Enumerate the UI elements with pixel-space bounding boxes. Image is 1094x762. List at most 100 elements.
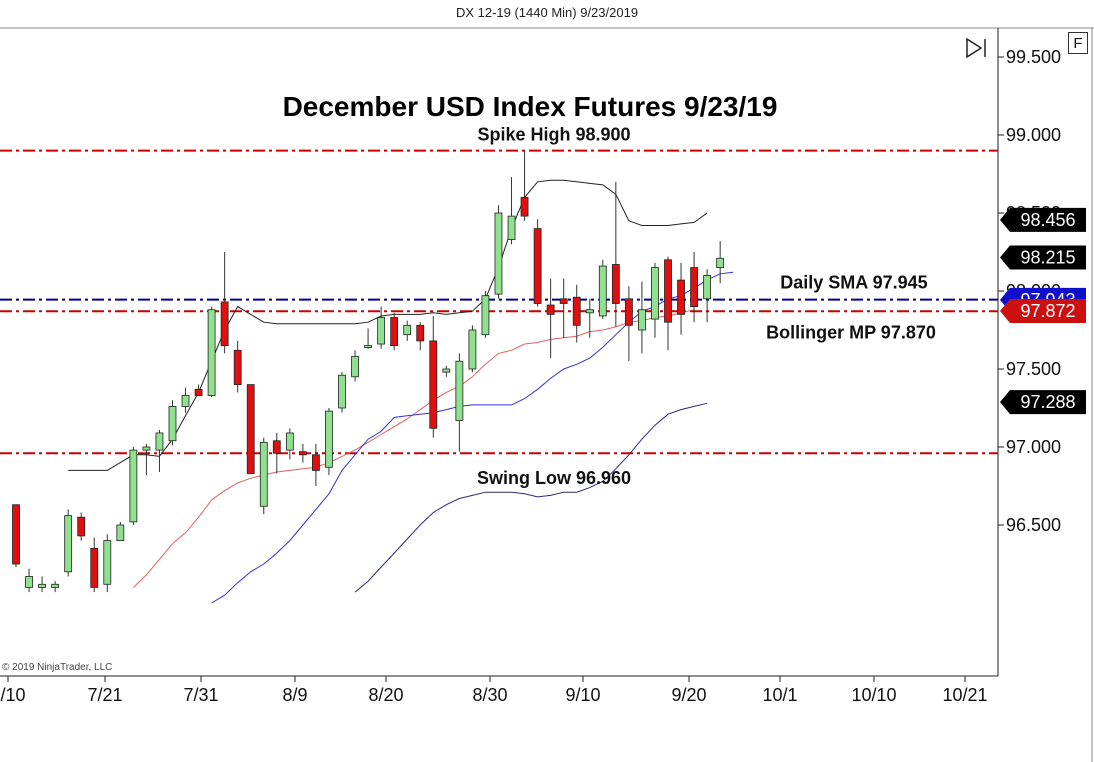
- candle: [442, 365, 451, 377]
- candle: [338, 372, 346, 413]
- x-tick-label: 10/1: [762, 685, 797, 705]
- y-tick-label: 97.500: [1006, 359, 1061, 379]
- bull-candle-body: [455, 360, 464, 421]
- bull-candle-body: [651, 267, 659, 320]
- copyright-label: © 2019 NinjaTrader, LLC: [2, 662, 112, 673]
- y-tick-label: 99.500: [1006, 47, 1061, 67]
- y-tick-label: 97.000: [1006, 437, 1061, 457]
- price-tag-label: 97.872: [1020, 301, 1075, 321]
- candle: [638, 281, 646, 354]
- bear-candle-body: [677, 279, 685, 315]
- candle: [38, 576, 46, 593]
- bear-candle-body: [220, 301, 229, 347]
- annotation-label: Spike High 98.900: [477, 125, 630, 145]
- bull-candle-body: [585, 309, 594, 314]
- lower-bollinger-band: [354, 402, 708, 593]
- bull-candle-body: [507, 215, 516, 240]
- candle: [546, 278, 555, 359]
- bear-candle-body: [690, 267, 698, 308]
- candle: [25, 568, 33, 593]
- scroll-to-end-icon[interactable]: [966, 37, 986, 59]
- candle: [246, 384, 255, 474]
- chart-title: December USD Index Futures 9/23/19: [283, 91, 778, 122]
- upper-bollinger-band: [68, 179, 708, 471]
- bull-candle-body: [338, 374, 346, 409]
- bull-candle-body: [142, 446, 151, 451]
- bear-candle-body: [90, 548, 99, 588]
- bear-candle-body: [416, 324, 425, 342]
- candle: [533, 219, 542, 307]
- bull-candle-body: [207, 309, 216, 396]
- bull-candle-body: [285, 432, 294, 451]
- bull-candle-body: [64, 515, 73, 573]
- bear-candle-body: [520, 196, 529, 217]
- candle: [77, 512, 86, 541]
- x-tick-label: 9/20: [671, 685, 706, 705]
- bear-candle-body: [390, 317, 399, 346]
- bull-candle-body: [716, 257, 725, 268]
- candle: [690, 252, 698, 323]
- indicator-lines: [68, 179, 734, 604]
- candle: [624, 286, 633, 362]
- x-tick-label: 7/21: [87, 685, 122, 705]
- candle: [155, 429, 164, 472]
- candle: [181, 387, 190, 413]
- bear-candle-body: [272, 440, 281, 454]
- bull-candle-body: [103, 540, 112, 585]
- bull-candle-body: [494, 212, 503, 295]
- price-tag-label: 98.456: [1020, 210, 1075, 230]
- bull-candle-body: [403, 324, 412, 336]
- candle: [559, 278, 568, 338]
- candle: [207, 306, 216, 398]
- bull-candle-body: [116, 524, 125, 541]
- candle: [468, 325, 477, 373]
- price-tag-label: 98.215: [1020, 247, 1075, 267]
- candle: [651, 262, 659, 338]
- candle: [64, 509, 73, 577]
- bear-candle-body: [12, 504, 20, 565]
- f-button[interactable]: F: [1068, 32, 1088, 54]
- window-title: DX 12-19 (1440 Min) 9/23/2019: [455, 5, 639, 20]
- bull-candle-body: [377, 317, 386, 345]
- candle: [194, 384, 203, 396]
- bull-candle-body: [168, 406, 177, 442]
- candle: [429, 315, 438, 438]
- candle: [507, 177, 516, 245]
- candle: [351, 350, 359, 382]
- price-tag-shape: [1000, 390, 1086, 415]
- bear-candle-body: [572, 296, 581, 326]
- bull-candle-body: [442, 368, 451, 373]
- bull-candle-body: [598, 265, 607, 317]
- chart-text: December USD Index Futures 9/23/19 © 201…: [2, 91, 936, 673]
- annotation-label: Daily SMA 97.945: [780, 273, 927, 293]
- y-tick-label: 96.500: [1006, 515, 1061, 535]
- candle: [272, 432, 281, 474]
- bear-candle-body: [611, 264, 620, 304]
- candle: [233, 340, 242, 393]
- bull-candle-body: [181, 395, 190, 407]
- bull-candle-body: [51, 583, 60, 588]
- candle: [129, 447, 138, 525]
- price-tag: 98.456: [1000, 207, 1086, 232]
- candle: [51, 581, 60, 593]
- candle: [494, 205, 503, 299]
- annotation-label: Swing Low 96.960: [477, 468, 631, 488]
- x-tick-label: 8/20: [368, 685, 403, 705]
- candle: [481, 291, 490, 338]
- candle: [598, 259, 607, 320]
- bull-candle-body: [129, 449, 138, 523]
- candle: [520, 150, 529, 221]
- bear-candle-body: [246, 384, 255, 474]
- x-tick-label: 9/10: [565, 685, 600, 705]
- bear-candle-body: [533, 228, 542, 304]
- candle: [364, 328, 372, 349]
- candle: [116, 521, 125, 541]
- candle: [220, 252, 229, 354]
- candle: [90, 537, 99, 593]
- candle: [168, 400, 177, 446]
- candle: [285, 428, 294, 460]
- bear-candle-body: [559, 298, 568, 304]
- x-tick-label: 8/30: [472, 685, 507, 705]
- candle: [259, 437, 268, 515]
